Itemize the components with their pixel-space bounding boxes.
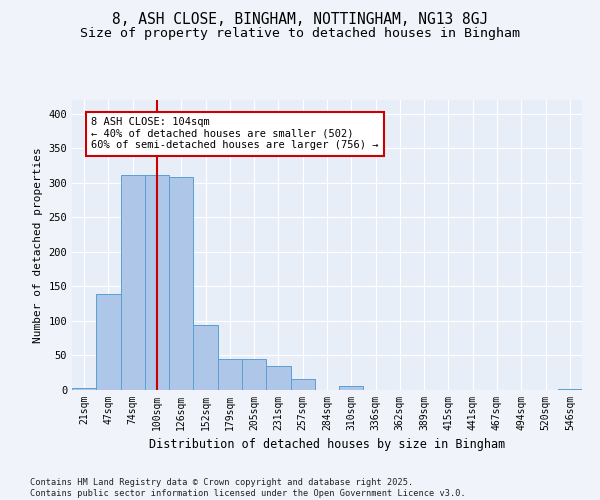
Text: 8 ASH CLOSE: 104sqm
← 40% of detached houses are smaller (502)
60% of semi-detac: 8 ASH CLOSE: 104sqm ← 40% of detached ho…: [91, 118, 379, 150]
Bar: [242, 359, 266, 390]
Bar: [193, 325, 218, 390]
Text: Size of property relative to detached houses in Bingham: Size of property relative to detached ho…: [80, 28, 520, 40]
Bar: [169, 176, 193, 390]
Text: Contains HM Land Registry data © Crown copyright and database right 2025.
Contai: Contains HM Land Registry data © Crown c…: [30, 478, 466, 498]
Bar: [145, 176, 169, 390]
Y-axis label: Number of detached properties: Number of detached properties: [33, 147, 43, 343]
Bar: [558, 388, 582, 390]
Bar: [266, 366, 290, 390]
Bar: [290, 379, 315, 390]
Bar: [218, 359, 242, 390]
X-axis label: Distribution of detached houses by size in Bingham: Distribution of detached houses by size …: [149, 438, 505, 452]
Bar: [72, 388, 96, 390]
Bar: [339, 386, 364, 390]
Text: 8, ASH CLOSE, BINGHAM, NOTTINGHAM, NG13 8GJ: 8, ASH CLOSE, BINGHAM, NOTTINGHAM, NG13 …: [112, 12, 488, 28]
Bar: [121, 176, 145, 390]
Bar: [96, 294, 121, 390]
